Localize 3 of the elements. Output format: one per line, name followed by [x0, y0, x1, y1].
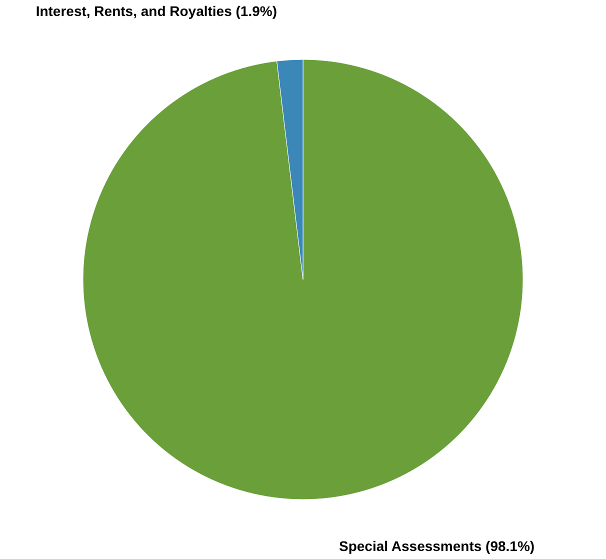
pie-slice: [82, 59, 524, 500]
slice-label: Interest, Rents, and Royalties (1.9%): [36, 2, 278, 19]
slice-label: Special Assessments (98.1%): [338, 538, 535, 554]
